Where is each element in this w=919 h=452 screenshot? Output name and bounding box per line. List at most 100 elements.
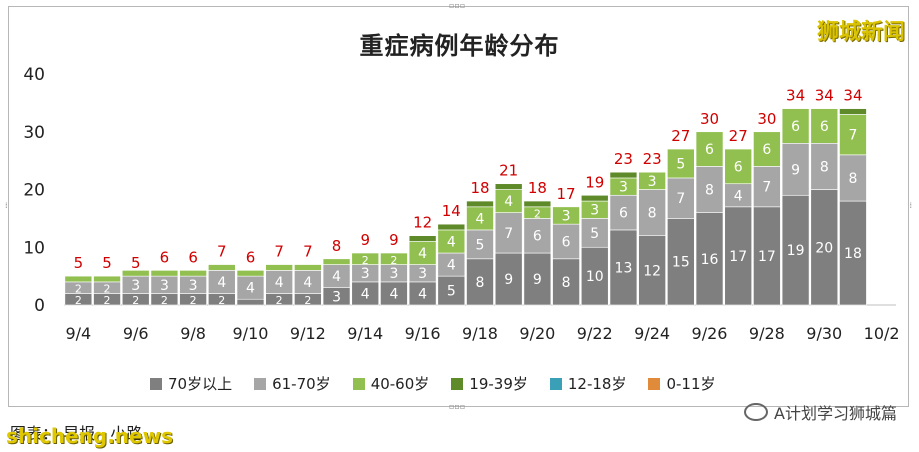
bar-segment-40-60 [753,131,781,167]
bar-value-label: 2 [362,254,369,267]
resize-handle-left[interactable]: ⁞ [5,201,8,210]
bar-value-label: 4 [504,194,513,210]
bar-value-label: 5 [590,226,599,242]
bar-segment-19-39 [580,194,609,202]
bar-segment-70+ [580,246,609,306]
legend-label: 61-70岁 [272,375,331,393]
total-label: 34 [843,87,862,105]
wechat-badge: A计划学习狮城篇 [744,400,897,424]
x-tick-label: 10/2 [864,324,900,343]
bar-segment-40-60 [150,270,179,277]
total-label: 6 [160,248,170,266]
x-tick-label: 9/12 [290,324,326,343]
bar-segment-40-60 [552,206,580,225]
bar-value-label: 7 [676,191,685,207]
x-tick-label: 9/14 [347,324,383,343]
bar-segment-61-70 [552,223,580,260]
y-tick-label: 10 [23,238,45,258]
legend-swatch [254,377,267,390]
bar-value-label: 4 [275,275,284,291]
bar-value-label: 2 [132,294,139,307]
total-label: 5 [102,254,112,272]
bar-segment-40-60 [695,131,724,167]
x-tick-label: 9/10 [233,324,269,343]
total-label: 9 [360,231,370,249]
x-tick-label: 9/20 [519,324,555,343]
bar-value-label: 4 [418,246,427,262]
bar-segment-70+ [667,218,695,306]
bar-value-label: 8 [849,171,858,187]
bar-value-label: 17 [758,249,776,265]
legend: 70岁以上 61-70岁 40-60岁 19-39岁 12-18岁 0-11岁 [150,373,716,394]
bar-segment-40-60 [638,171,666,190]
bar-segment-40-60 [322,258,351,265]
x-tick-label: 9/18 [462,324,498,343]
legend-label: 12-18岁 [567,375,627,393]
y-tick-label: 0 [34,296,45,316]
total-label: 12 [413,214,432,232]
total-label: 27 [671,127,690,145]
wechat-label: A计划学习狮城篇 [774,404,897,423]
total-label: 19 [585,173,604,191]
bar-segment-70+ [437,275,466,306]
bar-value-label: 19 [787,243,805,259]
bar-segment-40-60 [121,270,150,277]
total-label: 30 [757,110,776,128]
bar-value-label: 8 [562,275,571,291]
bar-segment-70+ [494,252,523,306]
legend-label: 19-39岁 [469,375,528,393]
bar-value-label: 3 [562,208,571,224]
bar-value-label: 3 [332,289,341,305]
total-label: 34 [786,87,805,105]
resize-handle-right[interactable]: ⁞ [909,201,912,210]
x-tick-label: 9/28 [749,324,785,343]
bar-segment-70+ [810,189,839,306]
bar-value-label: 9 [791,162,800,178]
bar-value-label: 2 [75,283,82,296]
resize-handle-top[interactable]: ▫▫▫ [449,1,466,10]
bar-value-label: 6 [791,119,800,135]
resize-handle-bottom[interactable]: ▫▫▫ [449,402,466,411]
brand-watermark: 狮城新闻 [816,20,905,45]
bar-value-label: 7 [504,226,513,242]
bar-value-label: 4 [447,258,456,274]
bar-value-label: 2 [104,283,111,296]
bar-segment-61-70 [667,177,695,219]
bar-segment-19-39 [408,235,437,242]
bar-value-label: 9 [533,272,542,288]
bar-value-label: 2 [534,208,541,221]
bar-value-label: 10 [586,269,604,285]
bar-value-label: 4 [246,281,255,297]
x-tick-label: 9/22 [577,324,613,343]
total-label: 27 [729,127,748,145]
source-note: 图表： 早报 · 小路 [10,424,143,443]
bar-segment-61-70 [580,218,609,248]
bar-segment-70+ [236,298,265,306]
bar-value-label: 6 [533,229,542,245]
bar-value-label: 15 [672,255,690,271]
bar-value-label: 18 [844,246,862,262]
bar-segment-40-60 [380,252,408,265]
bar-segment-70+ [724,206,752,306]
bar-segment-40-60 [667,148,695,179]
bar-value-label: 7 [849,128,858,144]
bar-value-label: 7 [762,180,771,196]
bar-value-label: 6 [762,142,771,158]
bar-value-label: 20 [815,240,833,256]
bar-value-label: 2 [75,294,82,307]
bar-segment-61-70 [695,166,724,213]
bar-value-label: 4 [418,286,427,302]
bar-value-label: 9 [504,272,513,288]
total-label: 18 [528,179,547,197]
bar-segment-40-60 [236,270,265,277]
total-label: 21 [499,162,518,180]
bar-segment-40-60 [839,114,867,156]
bar-value-label: 16 [701,252,719,268]
legend-label: 40-60岁 [370,375,430,393]
total-label: 9 [389,231,399,249]
bar-segment-61-70 [638,189,666,237]
bar-segment-70+ [839,200,867,306]
chart-title: 重症病例年龄分布 [359,32,560,60]
bar-value-label: 6 [705,142,714,158]
bar-segment-19-39 [839,108,867,115]
